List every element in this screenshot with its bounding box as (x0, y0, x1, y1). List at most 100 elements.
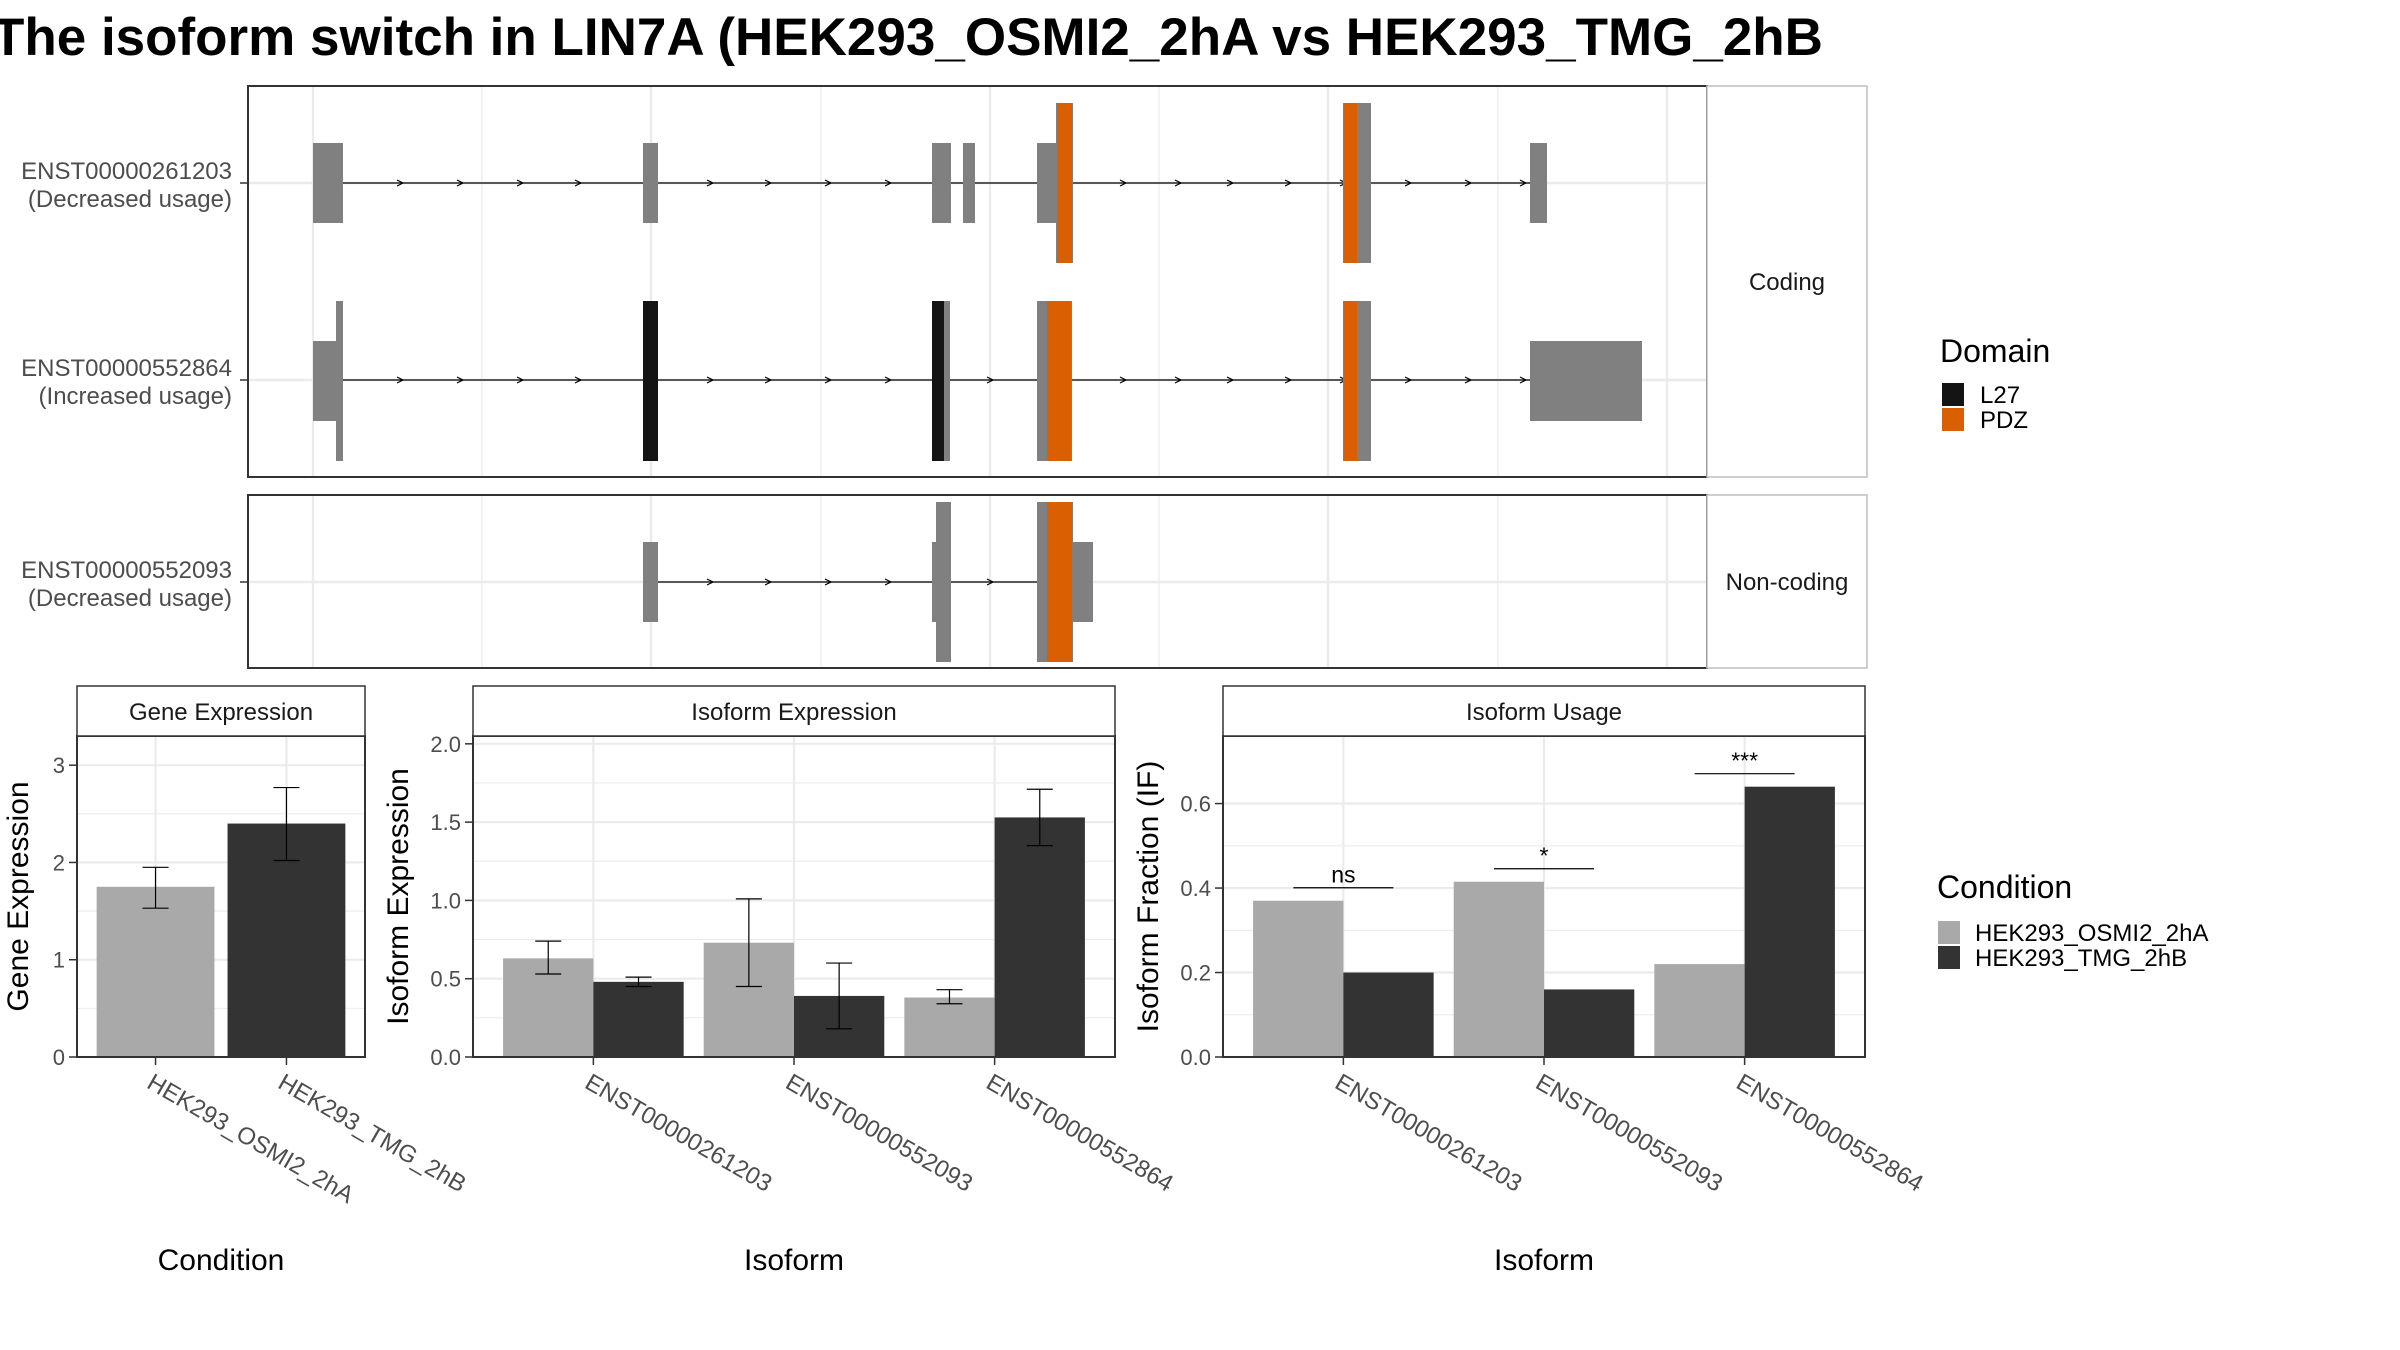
intron-direction-arrow (884, 578, 893, 586)
domain-PDZ (1344, 103, 1357, 263)
intron-direction-arrow (396, 376, 405, 384)
bar-ENST00000261203-HEK293_OSMI2_2hA (1253, 900, 1344, 1057)
panel-strip-title: Isoform Expression (691, 699, 896, 726)
domain-L27 (932, 301, 944, 461)
condition-legend-swatch (1938, 921, 1960, 944)
significance-label: * (1540, 843, 1549, 869)
transcript-usage-label: (Increased usage) (39, 383, 232, 410)
exon (1072, 542, 1093, 622)
facet-label-noncoding: Non-coding (1726, 569, 1849, 596)
intron-direction-arrow (884, 376, 893, 384)
transcript-id-label: ENST00000261203 (21, 158, 232, 185)
intron-direction-arrow (574, 179, 583, 187)
domain-PDZ (1344, 301, 1357, 461)
intron-direction-arrow (764, 179, 773, 187)
y-axis-title: Isoform Fraction (IF) (1132, 761, 1165, 1033)
y-tick-label: 1.0 (430, 888, 461, 913)
x-axis-title: Isoform (1494, 1244, 1594, 1277)
intron-direction-arrow (986, 376, 995, 384)
expression-panels: Gene Expression0123HEK293_OSMI2_2hAHEK29… (2, 685, 1928, 1277)
bar-ENST00000261203-HEK293_OSMI2_2hA (503, 958, 594, 1057)
y-tick-label: 0.2 (1180, 961, 1211, 986)
intron-direction-arrow (824, 578, 833, 586)
intron-direction-arrow (986, 578, 995, 586)
intron-direction-arrow (516, 376, 525, 384)
intron-direction-arrow (824, 376, 833, 384)
y-tick-label: 0.0 (430, 1045, 461, 1070)
x-axis-title: Condition (158, 1244, 285, 1277)
exon (936, 502, 951, 662)
exon (1530, 143, 1547, 223)
intron-direction-arrow (456, 179, 465, 187)
bar-ENST00000261203-HEK293_TMG_2hB (593, 981, 684, 1057)
intron-direction-arrow (1519, 376, 1528, 384)
x-tick-label: ENST00000261203 (580, 1069, 776, 1198)
isoform-structure-panels: CodingNon-codingENST00000261203(Decrease… (21, 85, 1868, 669)
exon (643, 143, 658, 223)
transcript-id-label: ENST00000552093 (21, 557, 232, 584)
exon (643, 542, 658, 622)
bar-ENST00000552093-HEK293_OSMI2_2hA (1453, 881, 1544, 1057)
exon (932, 143, 951, 223)
condition-legend-title: Condition (1937, 869, 2072, 905)
facet-label-coding: Coding (1749, 269, 1825, 296)
intron-direction-arrow (824, 179, 833, 187)
y-tick-label: 2 (53, 850, 65, 875)
bar-ENST00000552864-HEK293_TMG_2hB (994, 817, 1085, 1057)
exon (1530, 341, 1642, 421)
x-tick-label: ENST00000552093 (781, 1069, 977, 1198)
bar-HEK293_TMG_2hB (227, 823, 346, 1057)
bar-ENST00000552864-HEK293_OSMI2_2hA (904, 997, 995, 1057)
y-tick-label: 1.5 (430, 810, 461, 835)
y-tick-label: 0.5 (430, 967, 461, 992)
coding-panel-background (248, 86, 1707, 477)
y-axis-title: Gene Expression (2, 781, 35, 1011)
transcript-usage-label: (Decreased usage) (28, 585, 232, 612)
intron-direction-arrow (706, 179, 715, 187)
exon (963, 143, 975, 223)
facet-strip-coding (1706, 85, 1868, 478)
intron-direction-arrow (1174, 376, 1183, 384)
transcript-usage-label: (Decreased usage) (28, 186, 232, 213)
exon (313, 143, 343, 223)
y-tick-label: 2.0 (430, 732, 461, 757)
x-tick-label: ENST00000552864 (1732, 1069, 1928, 1198)
exon (313, 341, 338, 421)
intron-direction-arrow (764, 578, 773, 586)
intron-direction-arrow (456, 376, 465, 384)
domain-L27 (643, 301, 658, 461)
bar-HEK293_OSMI2_2hA (96, 886, 215, 1057)
intron-direction-arrow (1404, 179, 1413, 187)
intron-direction-arrow (1226, 179, 1235, 187)
intron-direction-arrow (884, 179, 893, 187)
domain-legend-swatch (1942, 408, 1964, 431)
intron-direction-arrow (764, 376, 773, 384)
condition-legend-label: HEK293_OSMI2_2hA (1975, 920, 2208, 947)
intron-direction-arrow (1284, 376, 1293, 384)
intron-direction-arrow (1119, 179, 1128, 187)
intron-direction-arrow (706, 376, 715, 384)
domain-PDZ (1047, 301, 1071, 461)
x-axis-title: Isoform (744, 1244, 844, 1277)
panel-strip (1222, 685, 1866, 737)
condition-legend-label: HEK293_TMG_2hB (1975, 945, 2187, 972)
domain-legend-label: L27 (1980, 382, 2020, 409)
x-tick-label: ENST00000552093 (1531, 1069, 1727, 1198)
y-tick-label: 3 (53, 753, 65, 778)
y-tick-label: 1 (53, 948, 65, 973)
domain-PDZ (1057, 103, 1072, 263)
exon (1037, 143, 1057, 223)
intron-direction-arrow (516, 179, 525, 187)
intron-direction-arrow (1226, 376, 1235, 384)
intron-direction-arrow (1119, 376, 1128, 384)
y-axis-title: Isoform Expression (382, 768, 415, 1025)
intron-direction-arrow (1404, 376, 1413, 384)
transcript-id-label: ENST00000552864 (21, 355, 232, 382)
panel-strip (472, 685, 1116, 737)
intron-direction-arrow (1464, 179, 1473, 187)
intron-direction-arrow (1174, 179, 1183, 187)
panel-strip (76, 685, 366, 737)
